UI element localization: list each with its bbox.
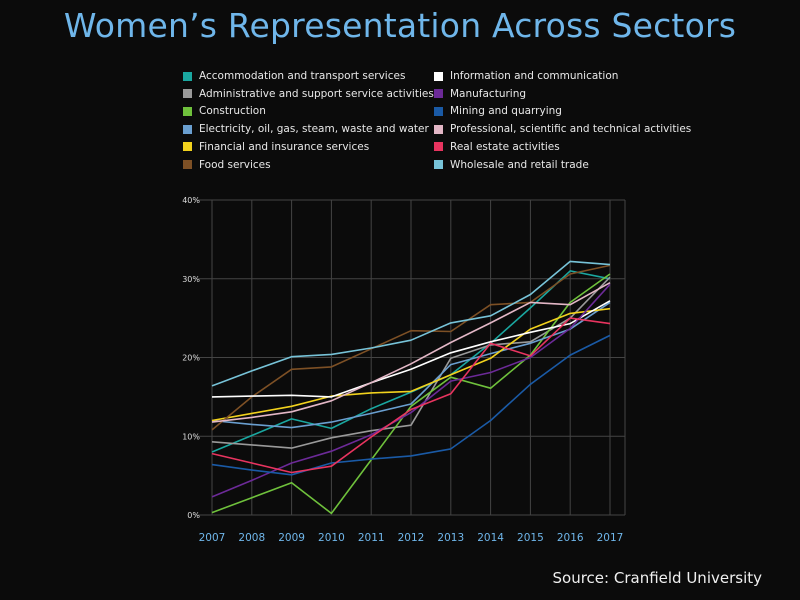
legend-item: Real estate activities <box>434 139 560 155</box>
legend-item: Administrative and support service activ… <box>183 86 434 102</box>
x-tick-label: 2009 <box>278 532 305 544</box>
legend-label: Accommodation and transport services <box>199 70 406 82</box>
chart-series-lines <box>211 260 611 515</box>
x-tick-label: 2014 <box>477 532 504 544</box>
x-tick-label: 2012 <box>398 532 425 544</box>
legend-label: Real estate activities <box>450 140 560 153</box>
series-line-4 <box>211 307 611 422</box>
legend-item: Financial and insurance services <box>183 139 369 155</box>
x-tick-label: 2010 <box>318 532 345 544</box>
series-line-11 <box>211 260 611 387</box>
y-tick-label: 20% <box>182 354 200 363</box>
x-tick-label: 2017 <box>597 532 624 544</box>
legend-item: Accommodation and transport services <box>183 68 405 84</box>
legend-label: Manufacturing <box>450 87 527 100</box>
legend-swatch <box>434 89 443 99</box>
legend-swatch <box>183 124 192 134</box>
series-line-5 <box>211 264 611 431</box>
legend-label: Construction <box>199 105 266 118</box>
series-line-1 <box>211 276 611 449</box>
legend-swatch <box>434 106 443 116</box>
legend-label: Food services <box>199 158 271 171</box>
legend-label: Administrative and support service activ… <box>199 87 434 100</box>
series-line-8 <box>211 334 611 476</box>
legend-item: Construction <box>183 103 266 119</box>
legend-label: Electricity, oil, gas, steam, waste and … <box>199 123 429 136</box>
x-tick-label: 2011 <box>358 532 385 544</box>
series-line-6 <box>211 300 611 398</box>
legend-item: Manufacturing <box>434 86 526 102</box>
y-tick-label: 10% <box>182 432 200 441</box>
legend-swatch <box>434 124 443 134</box>
legend-swatch <box>434 160 443 169</box>
legend-label: Wholesale and retail trade <box>450 158 589 171</box>
x-tick-label: 2013 <box>437 532 464 544</box>
legend-item: Electricity, oil, gas, steam, waste and … <box>183 121 429 137</box>
legend-label: Financial and insurance services <box>199 140 370 153</box>
legend-item: Food services <box>183 157 271 173</box>
y-tick-label: 0% <box>187 511 200 520</box>
series-line-2 <box>211 273 611 515</box>
x-tick-label: 2008 <box>238 532 265 544</box>
x-tick-label: 2007 <box>199 532 226 544</box>
legend-label: Information and communication <box>450 70 619 82</box>
legend-item: Wholesale and retail trade <box>434 157 589 173</box>
x-tick-label: 2015 <box>517 532 544 544</box>
legend-swatch <box>183 89 192 99</box>
legend-label: Mining and quarrying <box>450 105 562 118</box>
series-line-10 <box>211 317 611 474</box>
y-tick-label: 30% <box>182 275 200 284</box>
legend-swatch <box>434 71 443 81</box>
legend-swatch <box>183 142 192 152</box>
x-tick-label: 2016 <box>557 532 584 544</box>
legend-item: Professional, scientific and technical a… <box>434 121 691 137</box>
legend-swatch <box>183 71 192 81</box>
legend-item: Mining and quarrying <box>434 103 562 119</box>
source-note: Source: Cranfield University <box>552 569 762 587</box>
series-line-9 <box>211 281 611 423</box>
legend-swatch <box>434 142 443 152</box>
series-line-3 <box>211 301 611 429</box>
y-tick-label: 40% <box>182 196 200 205</box>
chart-axes: 2007 2008 2009 2010 2011 2012 2013 2014 2015 2016… <box>182 196 623 544</box>
legend-swatch <box>183 160 192 169</box>
legend-item: Information and communication <box>434 68 618 84</box>
chart-grid <box>194 199 626 516</box>
legend-label: Professional, scientific and technical a… <box>450 123 692 136</box>
chart-title: Women’s Representation Across Sectors <box>63 6 737 45</box>
legend-swatch <box>183 106 192 116</box>
